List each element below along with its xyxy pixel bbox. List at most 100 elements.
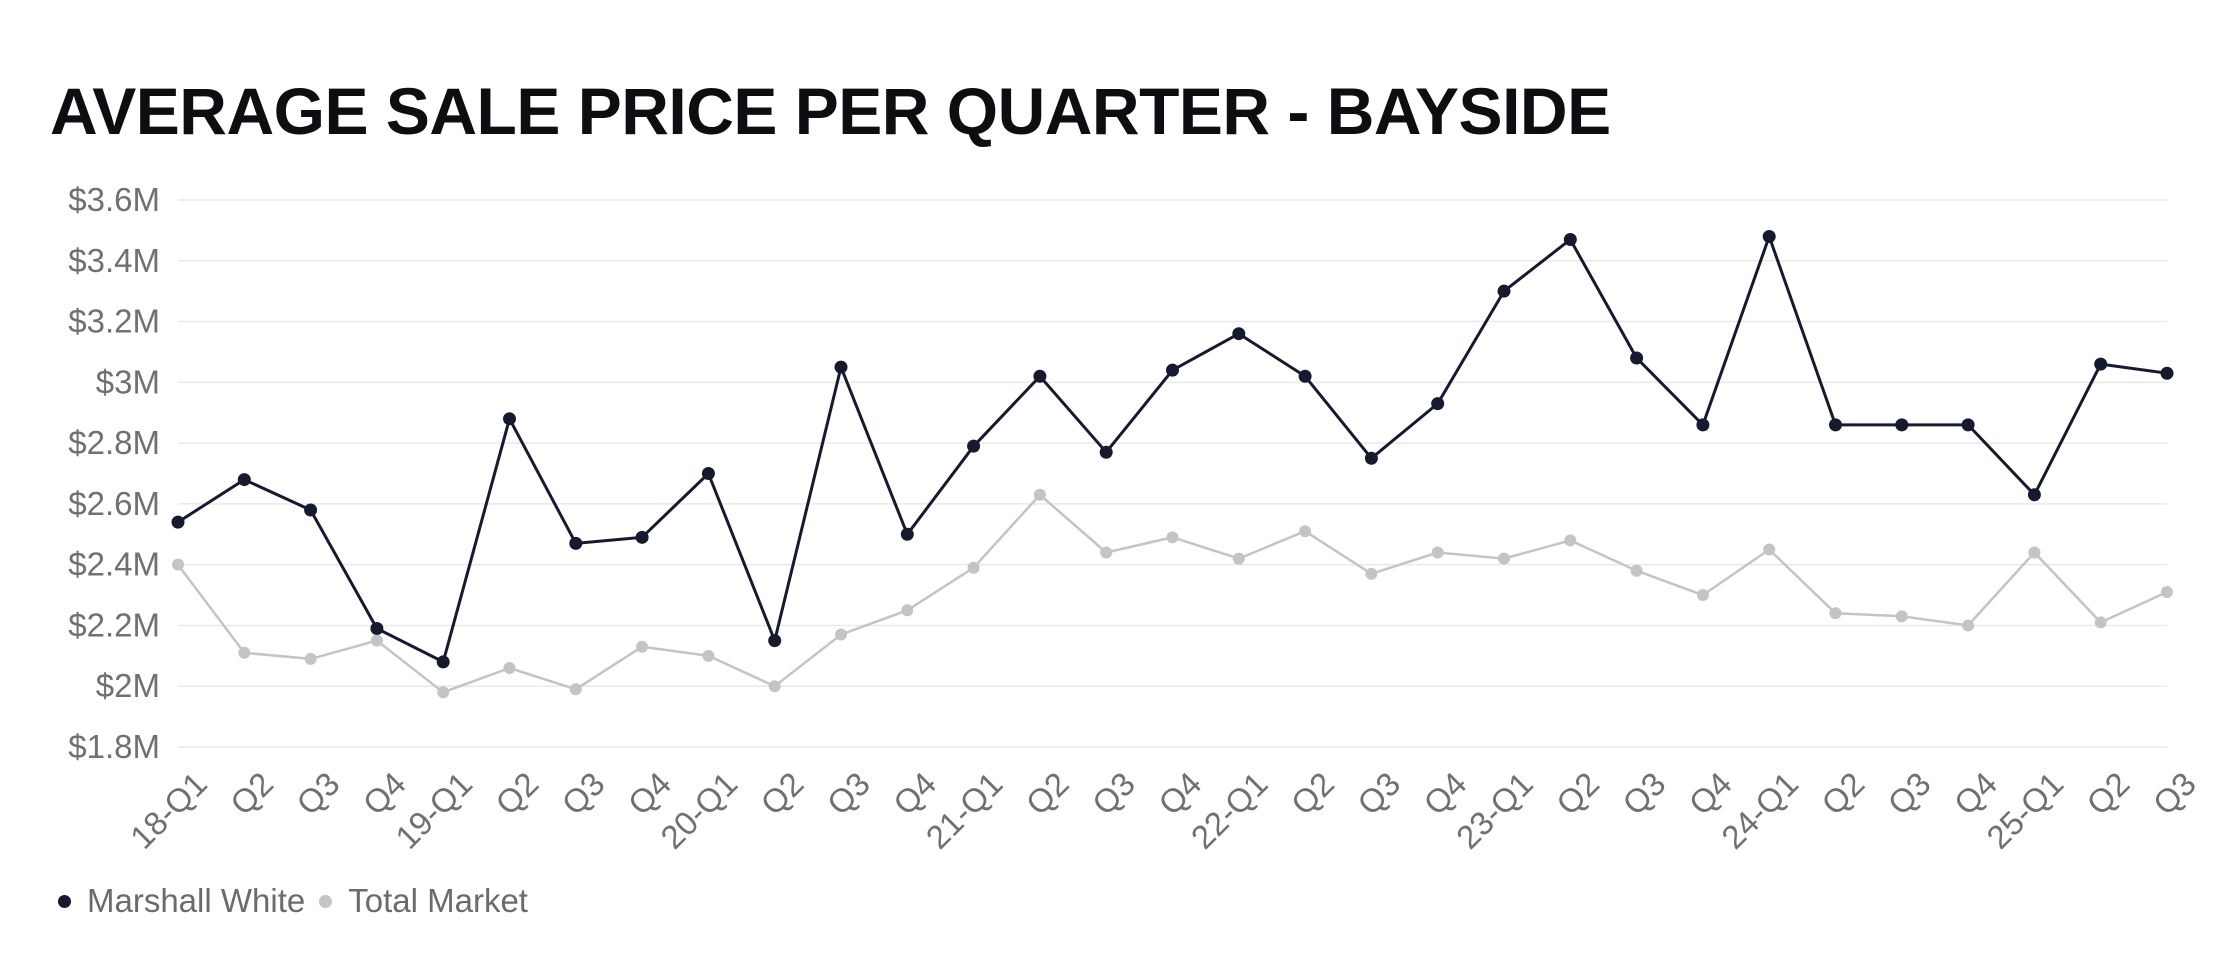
data-point-marshall-white[interactable] [967,439,981,453]
data-point-marshall-white[interactable] [304,503,318,517]
legend-marker-total-market [319,894,333,908]
data-point-marshall-white[interactable] [1762,229,1776,243]
x-tick-label: 18-Q1 [123,765,214,856]
x-tick-label: 24-Q1 [1714,765,1805,856]
data-point-marshall-white[interactable] [701,467,715,480]
series-line-marshall-white [176,235,2169,664]
data-point-total-market[interactable] [1630,564,1643,577]
legend-label-marshall-white: Marshall White [87,882,306,919]
data-point-marshall-white[interactable] [1961,418,1975,432]
x-tick-label: 22-Q1 [1184,765,1275,856]
x-tick-label: Q3 [289,765,346,822]
data-point-marshall-white[interactable] [1166,363,1179,377]
data-point-total-market[interactable] [1498,552,1510,565]
x-tick-label: Q2 [488,765,545,822]
series-points [171,229,2174,699]
data-point-marshall-white[interactable] [900,527,914,541]
data-point-marshall-white[interactable] [171,515,185,529]
x-tick-label: Q2 [1549,765,1606,822]
y-tick-label: $2M [96,667,160,704]
data-point-marshall-white[interactable] [1232,327,1246,341]
data-point-total-market[interactable] [2161,586,2173,599]
data-point-total-market[interactable] [1033,488,1046,501]
data-point-marshall-white[interactable] [237,473,251,487]
data-point-marshall-white[interactable] [1298,369,1312,383]
y-axis-ticks: $1.8M $2M $2.2M $2.4M $2.6M $2.8M $3M $3.2M $3.4… [68,181,160,765]
data-point-total-market[interactable] [702,649,715,662]
x-tick-label: Q3 [1880,765,1937,822]
data-point-total-market[interactable] [1232,552,1245,565]
data-point-marshall-white[interactable] [503,412,516,426]
x-tick-label: Q3 [820,765,877,822]
data-point-marshall-white[interactable] [2160,366,2174,380]
x-tick-label: 23-Q1 [1449,765,1540,856]
data-point-total-market[interactable] [1962,619,1975,632]
data-point-marshall-white[interactable] [768,634,782,648]
data-point-total-market[interactable] [569,683,582,696]
data-point-total-market[interactable] [1365,567,1378,580]
data-point-total-market[interactable] [1166,531,1179,544]
x-tick-label: Q2 [1019,765,1076,822]
legend-label-total-market: Total Market [348,882,528,919]
x-tick-label: Q3 [2146,765,2203,822]
data-point-total-market[interactable] [370,634,383,647]
data-point-total-market[interactable] [901,604,914,617]
data-point-marshall-white[interactable] [1497,284,1511,298]
y-tick-label: $2.2M [68,606,160,643]
data-point-total-market[interactable] [2094,616,2107,629]
data-point-marshall-white[interactable] [1630,351,1644,365]
x-tick-label: 19-Q1 [388,765,479,856]
data-point-total-market[interactable] [1829,607,1842,620]
data-point-total-market[interactable] [967,561,980,574]
data-point-total-market[interactable] [636,640,649,653]
data-point-marshall-white[interactable] [1364,451,1378,465]
legend-item-marshall-white[interactable]: Marshall White [58,882,305,920]
x-tick-label: Q2 [1284,765,1341,822]
y-tick-label: $2.6M [68,485,160,522]
data-point-total-market[interactable] [172,558,184,571]
data-point-marshall-white[interactable] [569,536,583,550]
data-point-total-market[interactable] [1696,589,1709,602]
data-point-marshall-white[interactable] [1099,445,1113,459]
data-point-total-market[interactable] [835,628,847,641]
data-point-total-market[interactable] [304,652,317,665]
legend-item-total-market[interactable]: Total Market [319,882,528,920]
y-tick-label: $2.4M [68,546,160,583]
data-point-total-market[interactable] [1895,610,1908,623]
series-line-total-market [176,493,2169,694]
data-point-marshall-white[interactable] [370,621,384,635]
data-point-marshall-white[interactable] [436,655,450,669]
y-tick-label: $2.8M [68,424,160,461]
data-point-total-market[interactable] [1564,534,1577,547]
data-point-marshall-white[interactable] [635,530,649,544]
data-point-total-market[interactable] [503,661,516,674]
data-point-marshall-white[interactable] [2027,488,2041,502]
data-point-marshall-white[interactable] [1696,418,1710,432]
x-tick-label: 20-Q1 [653,765,744,856]
data-point-total-market[interactable] [2028,546,2041,559]
data-point-marshall-white[interactable] [1563,233,1577,247]
data-point-total-market[interactable] [768,680,781,693]
data-point-marshall-white[interactable] [834,360,848,374]
x-tick-label: Q3 [1615,765,1672,822]
x-tick-label: 21-Q1 [919,765,1010,856]
data-point-total-market[interactable] [238,646,251,659]
data-point-marshall-white[interactable] [2094,357,2108,371]
data-point-total-market[interactable] [1299,525,1312,538]
x-tick-label: Q3 [1085,765,1142,822]
data-point-marshall-white[interactable] [1033,369,1047,383]
data-point-marshall-white[interactable] [1431,397,1445,411]
data-point-total-market[interactable] [1100,546,1113,559]
series-lines [176,235,2169,694]
y-tick-label: $3.6M [68,181,160,218]
data-point-total-market[interactable] [437,686,450,699]
legend-marker-marshall-white [58,894,71,908]
chart-title: AVERAGE SALE PRICE PER QUARTER - BAYSIDE [50,74,1611,148]
data-point-total-market[interactable] [1763,543,1776,556]
x-tick-label: Q2 [753,765,810,822]
data-point-marshall-white[interactable] [1829,418,1842,432]
data-point-marshall-white[interactable] [1895,418,1909,432]
data-point-total-market[interactable] [1431,546,1444,559]
